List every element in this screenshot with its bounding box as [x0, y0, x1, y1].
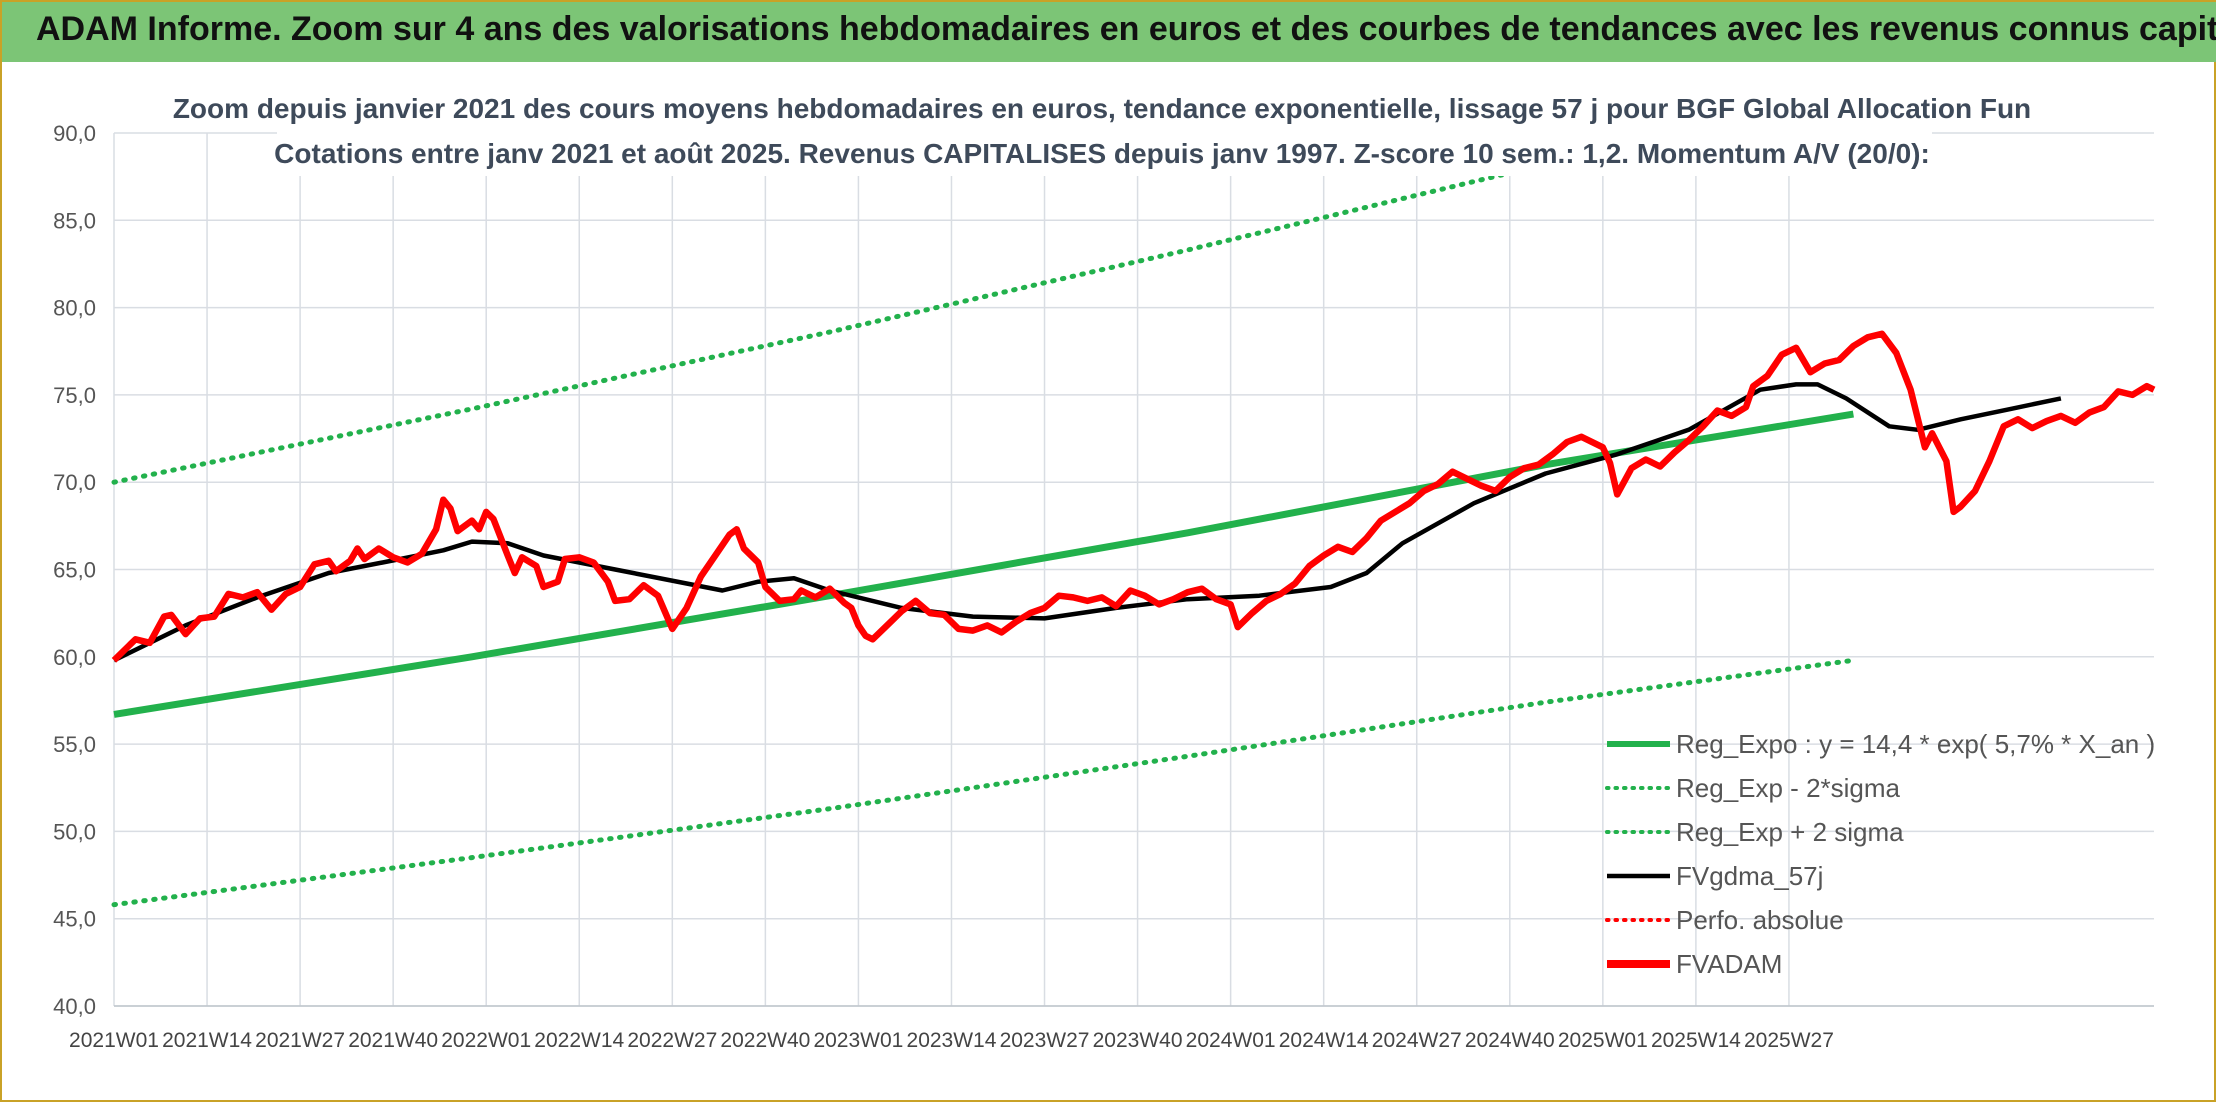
series-line-fvadam-5	[111, 330, 2156, 663]
report-title: ADAM Informe. Zoom sur 4 ans des valoris…	[36, 10, 2216, 48]
series-line-regexpo-0	[113, 410, 1854, 718]
report-header: ADAM Informe. Zoom sur 4 ans des valoris…	[2, 2, 2216, 62]
x-tick-label: 2025W27	[1744, 1029, 1834, 1052]
y-tick-label: 40,0	[53, 994, 96, 1019]
legend: Reg_Expo : y = 14,4 * exp( 5,7% * X_an )…	[1605, 729, 2155, 979]
y-tick-label: 45,0	[53, 907, 96, 932]
y-tick-label: 85,0	[53, 208, 96, 233]
legend-label: Reg_Exp + 2 sigma	[1676, 817, 1904, 847]
y-tick-label: 65,0	[53, 558, 96, 583]
x-tick-label: 2024W40	[1465, 1029, 1555, 1052]
x-tick-label: 2021W14	[162, 1029, 252, 1052]
x-tick-label: 2024W01	[1186, 1029, 1276, 1052]
y-tick-label: 75,0	[53, 383, 96, 408]
x-tick-label: 2024W14	[1279, 1029, 1369, 1052]
x-tick-label: 2025W14	[1651, 1029, 1741, 1052]
x-tick-label: 2023W01	[813, 1029, 903, 1052]
x-tick-label: 2024W27	[1372, 1029, 1462, 1052]
legend-label: Perfo. absolue	[1676, 905, 1844, 935]
x-tick-label: 2022W14	[534, 1029, 624, 1052]
x-tick-label: 2023W14	[907, 1029, 997, 1052]
y-axis: 40,0 45,0 50,0 55,0 60,0 65,0 70,0 75,0 80,0 85,0…	[53, 121, 96, 1019]
x-tick-label: 2021W27	[255, 1029, 345, 1052]
y-tick-label: 60,0	[53, 645, 96, 670]
x-tick-label: 2022W40	[720, 1029, 810, 1052]
x-tick-label: 2023W27	[1000, 1029, 1090, 1052]
x-tick-label: 2025W01	[1558, 1029, 1648, 1052]
x-tick-label: 2023W40	[1093, 1029, 1183, 1052]
x-tick-label: 2022W27	[627, 1029, 717, 1052]
y-tick-label: 50,0	[53, 819, 96, 844]
chart-subtitle-line2: Cotations entre janv 2021 et août 2025. …	[274, 138, 1930, 169]
y-tick-label: 55,0	[53, 732, 96, 757]
x-axis: 2021W01 2021W14 2021W27 2021W40 2022W01 2022W…	[69, 1005, 2154, 1052]
subtitle-background	[277, 80, 1932, 176]
legend-label: FVADAM	[1676, 949, 1782, 979]
legend-label: Reg_Expo : y = 14,4 * exp( 5,7% * X_an )	[1676, 729, 2155, 759]
y-tick-label: 70,0	[53, 470, 96, 495]
x-tick-label: 2021W40	[348, 1029, 438, 1052]
chart-subtitle-line1: Zoom depuis janvier 2021 des cours moyen…	[173, 93, 2031, 124]
legend-label: FVgdma_57j	[1676, 861, 1823, 891]
x-tick-label: 2021W01	[69, 1029, 159, 1052]
series-group	[111, 130, 2156, 908]
y-tick-label: 90,0	[53, 121, 96, 146]
legend-label: Reg_Exp - 2*sigma	[1676, 773, 1901, 803]
x-tick-label: 2022W01	[441, 1029, 531, 1052]
series-line-regexp-1	[111, 657, 1856, 908]
y-tick-label: 80,0	[53, 296, 96, 321]
